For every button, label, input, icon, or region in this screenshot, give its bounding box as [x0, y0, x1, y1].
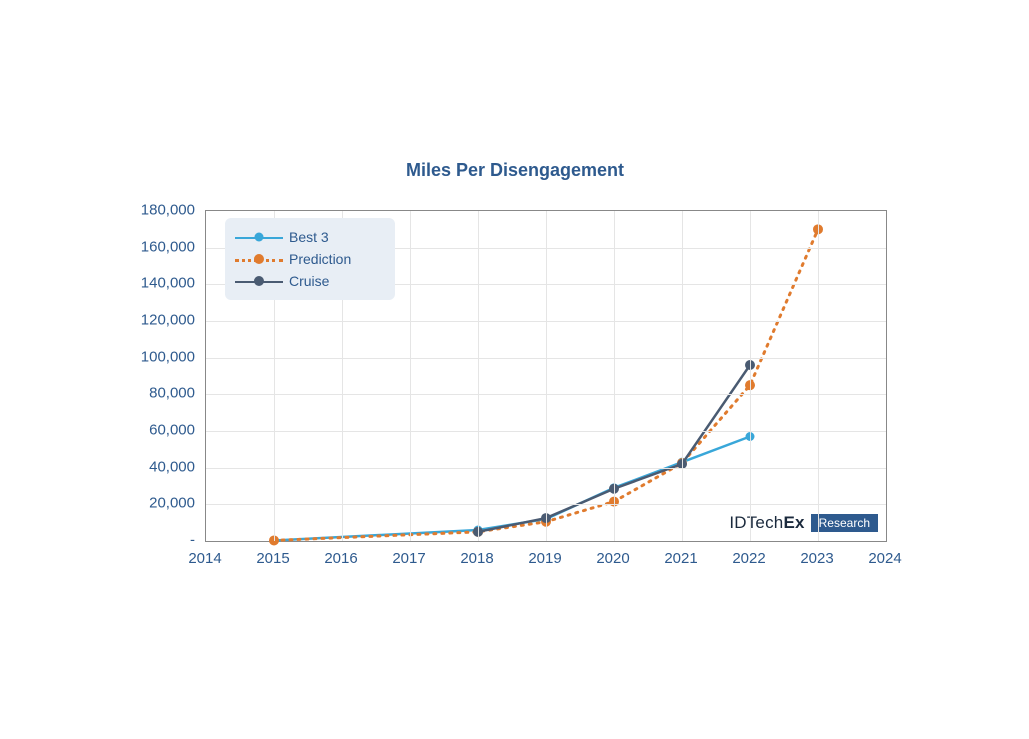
y-tick-label: - [190, 532, 195, 549]
legend-swatch [235, 226, 283, 248]
y-tick-label: 20,000 [149, 495, 195, 512]
x-tick-label: 2016 [324, 550, 357, 567]
legend: Best 3 Prediction Cruise [225, 218, 395, 300]
legend-marker-icon [254, 276, 264, 286]
chart-container: Miles Per Disengagement IDTechEx Researc… [125, 150, 905, 600]
x-tick-label: 2015 [256, 550, 289, 567]
x-tick-label: 2021 [664, 550, 697, 567]
y-tick-label: 40,000 [149, 458, 195, 475]
y-tick-label: 180,000 [141, 202, 195, 219]
gridline-horizontal [206, 504, 886, 505]
gridline-vertical [682, 211, 683, 541]
watermark-brand-suffix: Ex [783, 513, 804, 532]
watermark-tag: Research [811, 514, 878, 532]
y-tick-label: 120,000 [141, 312, 195, 329]
gridline-horizontal [206, 394, 886, 395]
x-tick-label: 2014 [188, 550, 221, 567]
chart-title: Miles Per Disengagement [125, 160, 905, 181]
y-tick-label: 140,000 [141, 275, 195, 292]
x-tick-label: 2018 [460, 550, 493, 567]
legend-swatch [235, 270, 283, 292]
x-tick-label: 2020 [596, 550, 629, 567]
legend-marker-icon [255, 233, 264, 242]
series-line-best3 [274, 437, 750, 541]
x-tick-label: 2024 [868, 550, 901, 567]
legend-label: Cruise [289, 273, 329, 289]
gridline-horizontal [206, 468, 886, 469]
gridline-horizontal [206, 321, 886, 322]
x-tick-label: 2022 [732, 550, 765, 567]
x-tick-label: 2023 [800, 550, 833, 567]
gridline-horizontal [206, 431, 886, 432]
gridline-vertical [750, 211, 751, 541]
gridline-vertical [546, 211, 547, 541]
legend-label: Best 3 [289, 229, 329, 245]
watermark-brand-prefix: IDTech [729, 513, 783, 532]
gridline-horizontal [206, 358, 886, 359]
gridline-vertical [614, 211, 615, 541]
legend-item-cruise: Cruise [235, 270, 381, 292]
gridline-vertical [410, 211, 411, 541]
y-tick-label: 160,000 [141, 238, 195, 255]
legend-swatch [235, 248, 283, 270]
gridline-vertical [818, 211, 819, 541]
x-tick-label: 2019 [528, 550, 561, 567]
watermark-brand: IDTechEx [729, 513, 804, 533]
y-tick-label: 60,000 [149, 422, 195, 439]
gridline-vertical [478, 211, 479, 541]
watermark: IDTechEx Research [729, 513, 878, 533]
y-tick-label: 80,000 [149, 385, 195, 402]
y-tick-label: 100,000 [141, 348, 195, 365]
legend-item-prediction: Prediction [235, 248, 381, 270]
x-tick-label: 2017 [392, 550, 425, 567]
legend-label: Prediction [289, 251, 351, 267]
legend-item-best3: Best 3 [235, 226, 381, 248]
legend-marker-icon [254, 254, 264, 264]
